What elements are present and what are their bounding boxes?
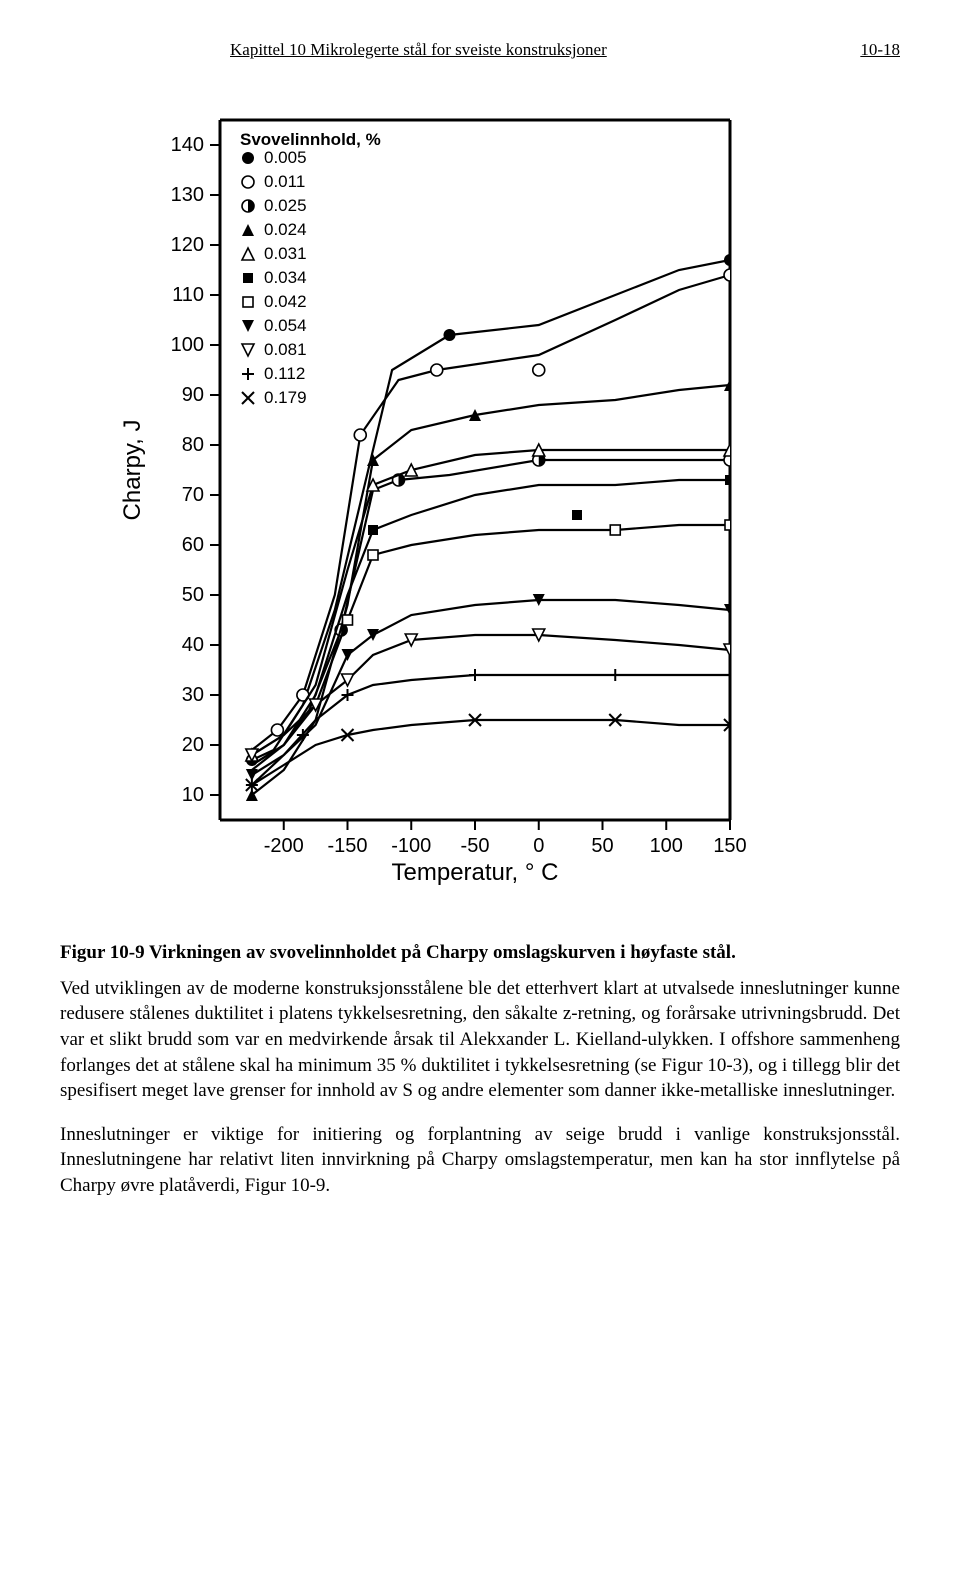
svg-text:0: 0 <box>533 835 544 857</box>
svg-text:120: 120 <box>171 234 204 256</box>
svg-text:20: 20 <box>182 734 204 756</box>
svg-text:0.034: 0.034 <box>264 268 307 287</box>
svg-text:0.024: 0.024 <box>264 220 307 239</box>
svg-text:80: 80 <box>182 434 204 456</box>
header-page: 10-18 <box>830 40 900 60</box>
svg-text:110: 110 <box>172 284 204 306</box>
paragraph-2: Inneslutninger er viktige for initiering… <box>60 1122 900 1199</box>
svg-text:60: 60 <box>182 534 204 556</box>
svg-text:100: 100 <box>171 334 204 356</box>
svg-text:150: 150 <box>713 835 746 857</box>
svg-text:0.025: 0.025 <box>264 196 307 215</box>
svg-text:-50: -50 <box>461 835 490 857</box>
svg-text:0.081: 0.081 <box>264 340 307 359</box>
header-title: Kapittel 10 Mikrolegerte stål for sveist… <box>60 40 830 60</box>
svg-text:30: 30 <box>182 684 204 706</box>
svg-text:140: 140 <box>171 134 204 156</box>
svg-text:50: 50 <box>182 584 204 606</box>
svg-text:100: 100 <box>650 835 683 857</box>
svg-text:0.042: 0.042 <box>264 292 307 311</box>
svg-text:0.005: 0.005 <box>264 148 307 167</box>
chart-svg: 10 20 30 40 50 60 70 80 90 100 110 120 130 140 -200 -15… <box>110 90 750 910</box>
svg-text:Temperatur, ° C: Temperatur, ° C <box>392 859 559 886</box>
charpy-chart: 10 20 30 40 50 60 70 80 90 100 110 120 130 140 -200 -15… <box>110 90 750 910</box>
svg-text:0.011: 0.011 <box>264 172 305 191</box>
paragraph-1: Ved utviklingen av de moderne konstruksj… <box>60 976 900 1104</box>
svg-text:0.054: 0.054 <box>264 316 307 335</box>
svg-text:0.112: 0.112 <box>264 364 305 383</box>
svg-text:70: 70 <box>182 484 204 506</box>
svg-text:40: 40 <box>182 634 204 656</box>
svg-text:Svovelinnhold, %: Svovelinnhold, % <box>240 130 381 149</box>
figure-caption: Figur 10-9 Virkningen av svovelinnholdet… <box>60 940 900 966</box>
svg-text:-200: -200 <box>264 835 304 857</box>
svg-text:0.179: 0.179 <box>264 388 307 407</box>
svg-text:10: 10 <box>182 784 204 806</box>
svg-text:50: 50 <box>591 835 613 857</box>
svg-text:0.031: 0.031 <box>264 244 307 263</box>
svg-text:130: 130 <box>171 184 204 206</box>
svg-text:Charpy, J: Charpy, J <box>119 420 146 521</box>
svg-text:-150: -150 <box>327 835 367 857</box>
svg-text:90: 90 <box>182 384 204 406</box>
page-header: Kapittel 10 Mikrolegerte stål for sveist… <box>60 40 900 60</box>
svg-text:-100: -100 <box>391 835 431 857</box>
